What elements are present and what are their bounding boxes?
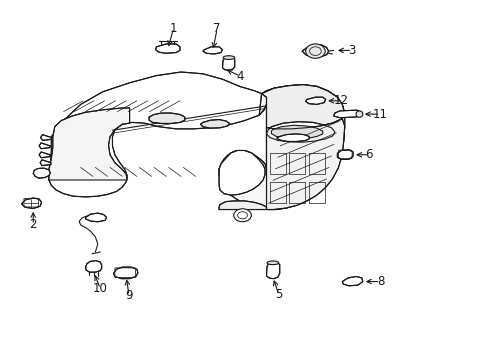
Polygon shape xyxy=(49,72,266,197)
Text: 8: 8 xyxy=(376,275,384,288)
Text: 11: 11 xyxy=(372,108,387,121)
Polygon shape xyxy=(203,47,222,54)
Polygon shape xyxy=(222,56,234,70)
Polygon shape xyxy=(39,152,50,158)
Polygon shape xyxy=(41,135,51,140)
Text: 2: 2 xyxy=(29,219,37,231)
Text: 10: 10 xyxy=(93,282,107,295)
Polygon shape xyxy=(219,150,264,195)
Polygon shape xyxy=(219,85,344,210)
Polygon shape xyxy=(40,160,51,166)
Polygon shape xyxy=(337,150,352,159)
Text: 3: 3 xyxy=(347,44,355,57)
Polygon shape xyxy=(266,119,344,210)
Ellipse shape xyxy=(355,111,362,117)
Circle shape xyxy=(305,44,325,58)
Polygon shape xyxy=(85,213,106,222)
Polygon shape xyxy=(261,85,344,129)
Polygon shape xyxy=(49,108,129,180)
Polygon shape xyxy=(113,267,138,279)
Circle shape xyxy=(233,209,251,222)
Polygon shape xyxy=(219,201,266,210)
Text: 4: 4 xyxy=(236,70,244,83)
Text: 9: 9 xyxy=(125,289,133,302)
Polygon shape xyxy=(276,134,309,141)
Polygon shape xyxy=(302,45,328,57)
Ellipse shape xyxy=(223,56,234,59)
Polygon shape xyxy=(271,125,322,139)
Polygon shape xyxy=(39,143,50,149)
Ellipse shape xyxy=(266,261,278,265)
Polygon shape xyxy=(22,198,41,208)
Polygon shape xyxy=(149,113,184,123)
Polygon shape xyxy=(33,168,50,178)
Text: 7: 7 xyxy=(213,22,221,35)
Polygon shape xyxy=(266,261,279,279)
Text: 5: 5 xyxy=(274,288,282,301)
Text: 1: 1 xyxy=(169,22,177,35)
Text: 12: 12 xyxy=(333,94,348,107)
Polygon shape xyxy=(342,276,362,286)
Text: 6: 6 xyxy=(365,148,372,161)
Polygon shape xyxy=(333,110,361,118)
Polygon shape xyxy=(85,261,102,272)
Polygon shape xyxy=(266,122,334,142)
Polygon shape xyxy=(305,97,325,104)
Polygon shape xyxy=(155,44,180,53)
Polygon shape xyxy=(200,120,229,128)
